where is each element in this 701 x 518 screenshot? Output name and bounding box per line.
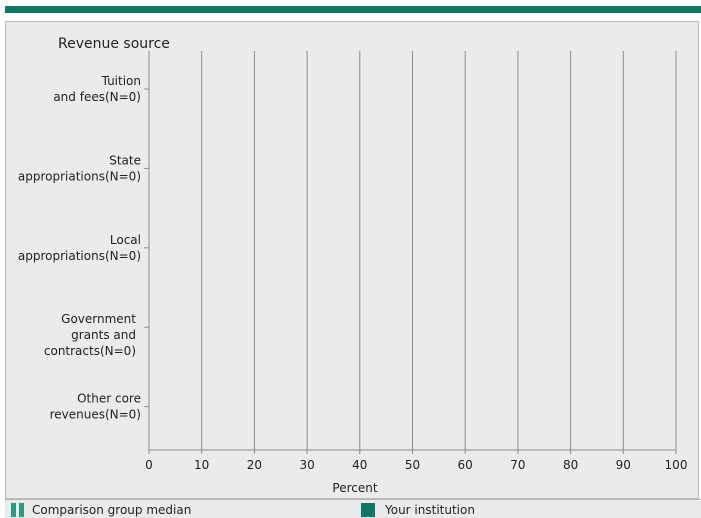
y-category-label-line: Tuition: [101, 74, 141, 88]
x-tick-label-50: 50: [405, 458, 420, 472]
header-accent-bar: [5, 6, 701, 13]
median-swatch-icon: [11, 503, 24, 517]
y-category-label-line: Other core: [77, 392, 141, 406]
legend-item-your-institution: Your institution: [361, 502, 475, 518]
chart-panel: [5, 21, 699, 499]
legend-item-comparison-median: Comparison group median: [11, 502, 191, 518]
y-category-label-line: appropriations(N=0): [18, 249, 141, 263]
chart-legend: Comparison group median Your institution: [5, 499, 701, 518]
y-category-label-line: Local: [110, 233, 141, 247]
y-category-label: Local appropriations(N=0): [18, 233, 141, 263]
y-category-label: Tuition and fees(N=0): [53, 74, 141, 104]
y-category-label: Other core revenues(N=0): [50, 392, 141, 422]
y-category-label-line: and fees(N=0): [53, 90, 141, 104]
x-tick-label-80: 80: [563, 458, 578, 472]
x-tick-label-40: 40: [352, 458, 367, 472]
y-category-label-line: State: [109, 153, 141, 167]
y-category-label: Government grants and contracts(N=0): [44, 312, 136, 358]
x-tick-label-30: 30: [299, 458, 314, 472]
x-tick-label-0: 0: [145, 458, 153, 472]
legend-label-your-institution: Your institution: [385, 503, 475, 517]
y-category-label-line: grants and: [71, 328, 136, 342]
x-axis-label: Percent: [332, 481, 377, 495]
x-tick-label-70: 70: [510, 458, 525, 472]
y-category-label: State appropriations(N=0): [18, 153, 141, 183]
y-category-label-line: revenues(N=0): [50, 408, 141, 422]
y-category-label-line: appropriations(N=0): [18, 169, 141, 183]
chart-title: Revenue source: [58, 36, 170, 52]
revenue-source-chart: Revenue source Tuition and fees(N=0) State…: [18, 36, 688, 495]
institution-swatch-icon: [361, 503, 375, 517]
x-tick-label-90: 90: [616, 458, 631, 472]
x-tick-label-100: 100: [665, 458, 688, 472]
x-tick-label-20: 20: [247, 458, 262, 472]
y-category-label-line: Government: [61, 312, 136, 326]
x-tick-label-60: 60: [458, 458, 473, 472]
legend-label-comparison-median: Comparison group median: [32, 503, 192, 517]
y-category-label-line: contracts(N=0): [44, 344, 136, 358]
x-tick-label-10: 10: [194, 458, 209, 472]
